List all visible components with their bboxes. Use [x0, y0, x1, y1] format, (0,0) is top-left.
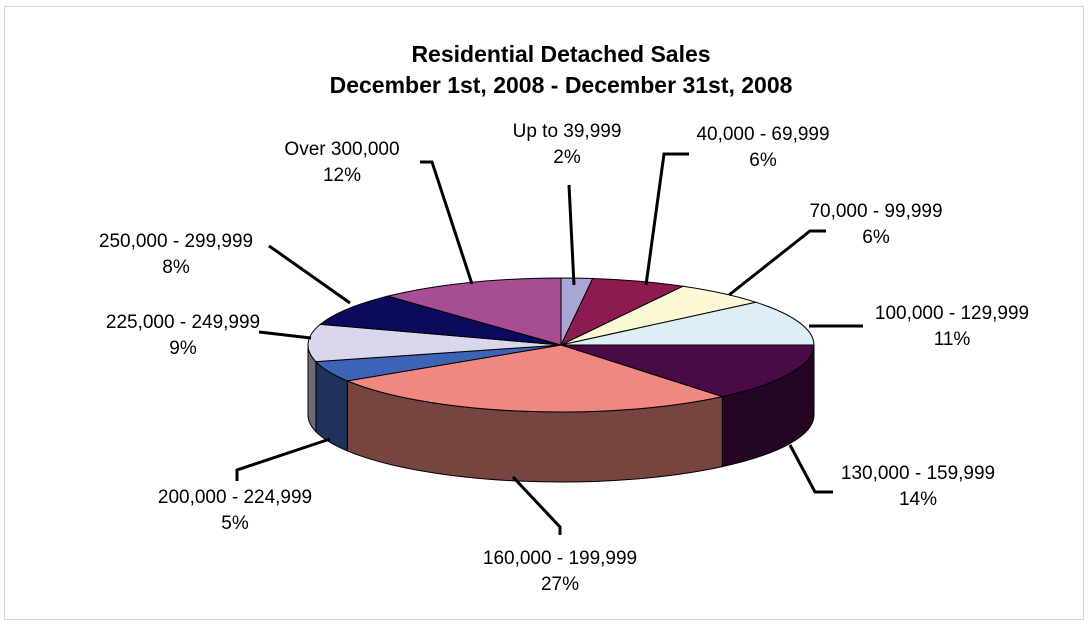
slice-label-40-000-69-999: 40,000 - 69,999: [696, 124, 829, 145]
slice-label-200-000-224-999: 200,000 - 224,999: [158, 487, 312, 508]
pie-side-outline: [307, 345, 815, 415]
slice-percent-40-000-69-999: 6%: [749, 150, 777, 171]
slice-label-70-000-99-999: 70,000 - 99,999: [809, 201, 942, 222]
slice-labels: Up to 39,999 2% 40,000 - 69,999 6% 70,000 - …: [99, 121, 1029, 595]
slice-label-over-300-000: Over 300,000: [284, 139, 399, 160]
leader-line-over-300-000: [420, 160, 474, 285]
chart-frame: Residential Detached Sales December 1st,…: [4, 6, 1084, 620]
slice-percent-225-000-249-999: 9%: [169, 338, 197, 359]
pie-slice-130-000-159-999: [560, 344, 815, 398]
pie-slice-over-300-000: [385, 277, 562, 346]
pie-slice-250-000-299-999: [319, 295, 562, 346]
slice-percent-250-000-299-999: 8%: [162, 257, 190, 278]
slice-label-100-000-129-999: 100,000 - 129,999: [875, 303, 1029, 324]
slice-label-225-000-249-999: 225,000 - 249,999: [106, 312, 260, 333]
slice-percent-200-000-224-999: 5%: [221, 513, 249, 534]
pie-slice-100-000-129-999: [560, 301, 815, 346]
leader-line-70-000-99-999: [728, 229, 826, 297]
pie-top: [307, 277, 815, 413]
chart-title: Residential Detached Sales: [411, 41, 710, 67]
slice-percent-160-000-199-999: 27%: [541, 574, 579, 595]
leader-line-up-to-39-999: [567, 184, 576, 286]
pie-sides: [307, 344, 815, 483]
leader-line-225-000-249-999: [258, 330, 312, 340]
leader-line-200-000-224-999: [235, 437, 331, 481]
pie-slice-225-000-249-999: [307, 323, 562, 363]
slice-label-up-to-39-999: Up to 39,999: [513, 121, 622, 142]
slice-percent-over-300-000: 12%: [323, 165, 361, 186]
slice-percent-up-to-39-999: 2%: [553, 147, 581, 168]
slice-label-130-000-159-999: 130,000 - 159,999: [841, 463, 995, 484]
leader-line-130-000-159-999: [788, 444, 833, 494]
slice-label-250-000-299-999: 250,000 - 299,999: [99, 231, 253, 252]
leader-line-160-000-199-999: [511, 475, 562, 535]
chart-subtitle: December 1st, 2008 - December 31st, 2008: [330, 72, 793, 98]
leader-line-40-000-69-999: [644, 152, 689, 286]
leader-lines: [235, 152, 863, 535]
leader-line-250-000-299-999: [268, 244, 351, 305]
pie-chart: Residential Detached Sales December 1st,…: [99, 41, 1029, 595]
slice-label-160-000-199-999: 160,000 - 199,999: [483, 548, 637, 569]
slice-percent-100-000-129-999: 11%: [934, 329, 971, 350]
pie-slice-160-000-199-999: [345, 344, 725, 413]
slice-percent-130-000-159-999: 14%: [899, 489, 937, 510]
slice-percent-70-000-99-999: 6%: [862, 227, 890, 248]
